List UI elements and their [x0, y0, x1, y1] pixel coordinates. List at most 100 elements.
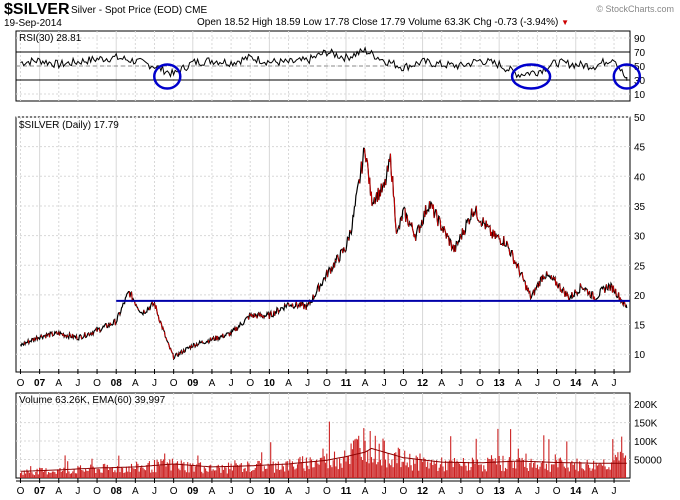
- x-axis-label: 13: [494, 486, 506, 497]
- price-down-tick: [556, 281, 558, 287]
- price-down-tick: [393, 197, 396, 217]
- x-axis-label: A: [362, 378, 369, 389]
- price-y-tick-label: 10: [634, 350, 646, 361]
- price-down-tick: [448, 236, 450, 246]
- price-down-tick: [499, 238, 502, 245]
- price-down-tick: [189, 346, 191, 349]
- price-down-tick: [459, 234, 462, 237]
- x-axis-label: 12: [417, 378, 429, 389]
- price-down-tick: [473, 211, 476, 216]
- price-down-tick: [105, 323, 108, 328]
- price-down-tick: [471, 208, 473, 215]
- price-down-tick: [196, 343, 198, 346]
- price-down-tick: [154, 302, 156, 309]
- x-axis-label: O: [17, 378, 25, 389]
- price-down-tick: [615, 288, 617, 297]
- price-down-tick: [622, 303, 624, 306]
- price-down-tick: [586, 289, 589, 295]
- rsi-panel-title: RSI(30) 28.81: [19, 33, 82, 44]
- price-down-tick: [612, 285, 615, 292]
- x-axis-label: 11: [341, 378, 352, 389]
- price-down-tick: [512, 255, 515, 265]
- price-down-tick: [478, 220, 480, 223]
- price-down-tick: [501, 243, 504, 246]
- price-down-tick: [360, 161, 363, 174]
- price-down-tick: [566, 293, 569, 296]
- rsi-y-tick-label: 70: [634, 48, 646, 59]
- price-down-tick: [495, 234, 498, 237]
- price-down-tick: [404, 208, 407, 222]
- price-down-tick: [291, 303, 294, 308]
- price-down-tick: [296, 305, 299, 308]
- price-down-tick: [298, 303, 301, 308]
- price-down-tick: [23, 341, 26, 345]
- quote-stats: Open 18.52 High 18.59 Low 17.78 Close 17…: [197, 17, 569, 28]
- x-axis-label: A: [592, 486, 599, 497]
- price-down-tick: [475, 205, 478, 217]
- price-down-tick: [341, 249, 344, 254]
- rsi-y-tick-label: 50: [634, 62, 646, 73]
- price-down-tick: [207, 339, 210, 344]
- price-down-tick: [118, 312, 121, 315]
- price-down-tick: [392, 176, 394, 197]
- price-down-tick: [421, 219, 424, 225]
- x-axis-label: J: [382, 378, 387, 389]
- price-down-tick: [253, 313, 256, 318]
- price-down-tick: [108, 323, 110, 327]
- x-axis-label: A: [592, 378, 599, 389]
- price-down-tick: [471, 214, 474, 218]
- volume-y-tick-label: 150K: [634, 419, 658, 430]
- price-down-tick: [114, 319, 116, 326]
- x-axis-label: A: [285, 486, 292, 497]
- x-axis-label: 10: [264, 486, 276, 497]
- price-down-tick: [75, 335, 78, 340]
- price-down-tick: [611, 284, 614, 293]
- price-y-tick-label: 40: [634, 172, 646, 183]
- price-down-tick: [370, 191, 373, 206]
- price-down-tick: [441, 227, 444, 233]
- price-down-tick: [536, 283, 539, 288]
- price-down-tick: [583, 288, 586, 291]
- volume-y-tick-label: 50000: [634, 456, 662, 467]
- price-down-tick: [27, 339, 30, 344]
- price-down-tick: [304, 305, 307, 310]
- price-down-tick: [343, 249, 346, 252]
- price-down-tick: [571, 291, 574, 298]
- price-down-tick: [605, 284, 608, 290]
- price-down-tick: [157, 315, 160, 321]
- price-down-tick: [373, 197, 376, 205]
- price-down-tick: [581, 287, 584, 290]
- price-down-tick: [268, 312, 270, 319]
- price-down-tick: [337, 258, 340, 262]
- x-axis-label: A: [209, 486, 216, 497]
- volume-y-tick-label: 200K: [634, 400, 658, 411]
- price-down-tick: [492, 229, 495, 237]
- price-down-tick: [517, 263, 520, 271]
- price-down-tick: [406, 215, 409, 225]
- price-down-tick: [393, 196, 395, 199]
- price-y-tick-label: 20: [634, 291, 646, 302]
- price-down-tick: [88, 332, 90, 336]
- x-axis-label: J: [152, 378, 157, 389]
- price-down-tick: [252, 315, 254, 318]
- price-down-tick: [66, 334, 69, 338]
- x-axis-label: J: [229, 378, 234, 389]
- x-axis-label: 07: [34, 378, 46, 389]
- price-down-tick: [366, 161, 369, 171]
- x-axis-label: J: [535, 486, 540, 497]
- price-down-tick: [261, 314, 263, 318]
- price-down-tick: [608, 285, 611, 291]
- price-down-tick: [579, 283, 582, 287]
- price-down-tick: [61, 333, 64, 336]
- price-down-tick: [58, 331, 61, 336]
- x-axis-label: O: [323, 486, 331, 497]
- price-down-tick: [40, 334, 43, 338]
- price-down-tick: [384, 179, 387, 186]
- price-down-tick: [80, 335, 83, 339]
- price-down-tick: [155, 305, 158, 311]
- x-axis-label: 12: [417, 486, 429, 497]
- x-axis-label: O: [553, 378, 561, 389]
- x-axis-label: A: [132, 486, 139, 497]
- price-down-tick: [343, 247, 345, 251]
